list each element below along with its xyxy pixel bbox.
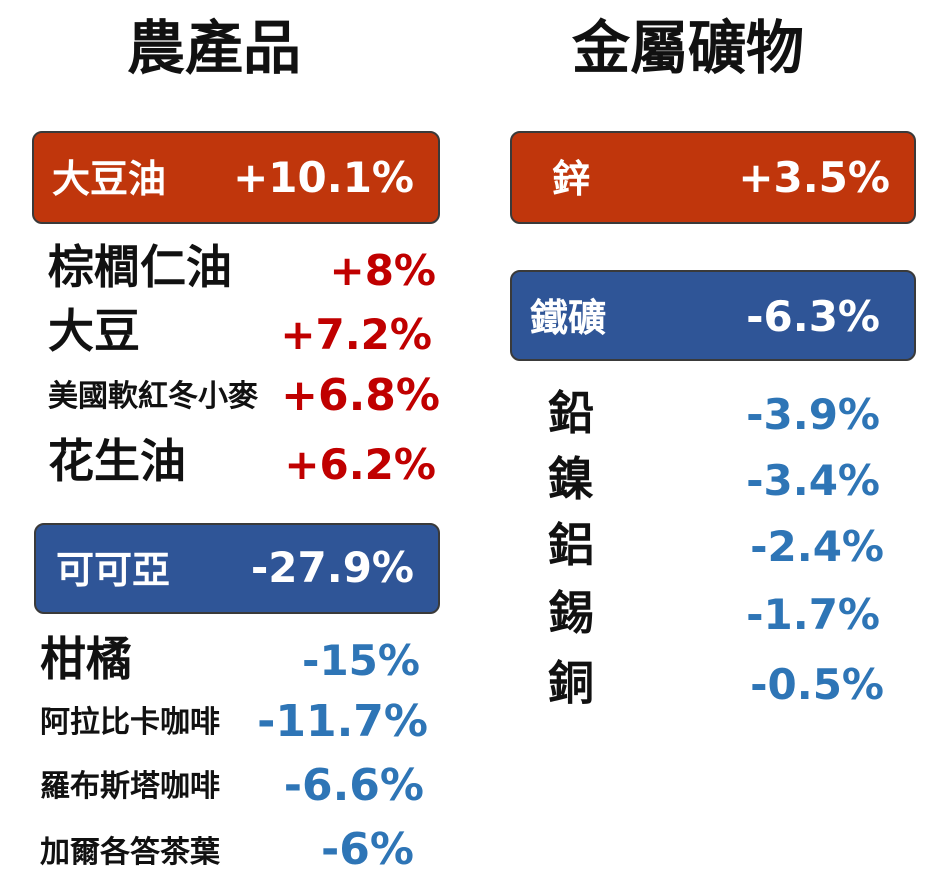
metal-top-gainer-name: 鋅 (552, 157, 591, 201)
metal-top-loser-name: 鐵礦 (530, 296, 607, 340)
agri-loser-row: 加爾各答茶葉 -6% (40, 826, 414, 886)
agri-gainer-row: 花生油 +6.2% (48, 434, 438, 494)
metal-loser-name: 錫 (548, 586, 594, 640)
agri-loser-row: 柑橘 -15% (40, 630, 424, 690)
agri-gainer-change: +6.2% (284, 440, 436, 489)
agri-gainer-change: +8% (329, 246, 437, 295)
agri-loser-name: 阿拉比卡咖啡 (40, 705, 220, 740)
metal-loser-change: -1.7% (746, 590, 880, 639)
agri-gainer-row: 棕櫚仁油 +8% (48, 240, 438, 300)
metal-top-gainer-box: 鋅 +3.5% (510, 131, 916, 224)
agri-loser-row: 羅布斯塔咖啡 -6.6% (40, 760, 424, 820)
metal-loser-row: 銅 -0.5% (548, 656, 884, 716)
metal-loser-name: 銅 (548, 656, 594, 710)
metal-top-loser-change: -6.3% (746, 292, 880, 341)
metal-loser-change: -2.4% (750, 522, 884, 571)
agri-top-gainer-box: 大豆油 +10.1% (32, 131, 440, 224)
agri-gainer-row: 美國軟紅冬小麥 +6.8% (48, 368, 440, 428)
agri-top-gainer-name: 大豆油 (52, 157, 167, 201)
agri-gainer-row: 大豆 +7.2% (48, 304, 438, 364)
metal-top-loser-box: 鐵礦 -6.3% (510, 270, 916, 361)
agri-gainer-name: 花生油 (48, 434, 186, 488)
metal-loser-row: 錫 -1.7% (548, 586, 882, 646)
agri-loser-name: 加爾各答茶葉 (40, 835, 220, 870)
agri-loser-name: 柑橘 (40, 632, 132, 686)
agri-loser-change: -6% (321, 824, 414, 875)
metal-loser-row: 鋁 -2.4% (548, 518, 884, 578)
agriculture-heading: 農產品 (127, 14, 302, 82)
metal-top-gainer-change: +3.5% (738, 153, 890, 202)
agri-loser-change: -11.7% (257, 696, 428, 747)
agri-gainer-change: +6.8% (281, 370, 440, 421)
metal-loser-change: -3.9% (746, 390, 880, 439)
metal-loser-row: 鎳 -3.4% (548, 452, 882, 512)
agri-top-loser-box: 可可亞 -27.9% (34, 523, 440, 614)
metal-loser-name: 鉛 (548, 386, 594, 440)
metal-loser-change: -0.5% (750, 660, 884, 709)
agri-top-loser-name: 可可亞 (56, 548, 171, 592)
metal-loser-change: -3.4% (746, 456, 880, 505)
metal-loser-row: 鉛 -3.9% (548, 386, 882, 446)
agri-gainer-name: 棕櫚仁油 (48, 240, 232, 294)
agri-loser-change: -15% (302, 636, 420, 685)
agri-top-gainer-change: +10.1% (233, 153, 414, 202)
metals-heading: 金屬礦物 (572, 14, 805, 82)
metal-loser-name: 鋁 (548, 518, 594, 572)
agri-gainer-name: 大豆 (48, 304, 140, 358)
agri-loser-row: 阿拉比卡咖啡 -11.7% (40, 696, 430, 756)
agri-loser-name: 羅布斯塔咖啡 (40, 769, 220, 804)
agri-top-loser-change: -27.9% (250, 543, 414, 592)
metal-loser-name: 鎳 (548, 452, 594, 506)
agri-gainer-change: +7.2% (280, 310, 432, 359)
agri-gainer-name: 美國軟紅冬小麥 (48, 379, 258, 414)
agri-loser-change: -6.6% (283, 760, 424, 811)
